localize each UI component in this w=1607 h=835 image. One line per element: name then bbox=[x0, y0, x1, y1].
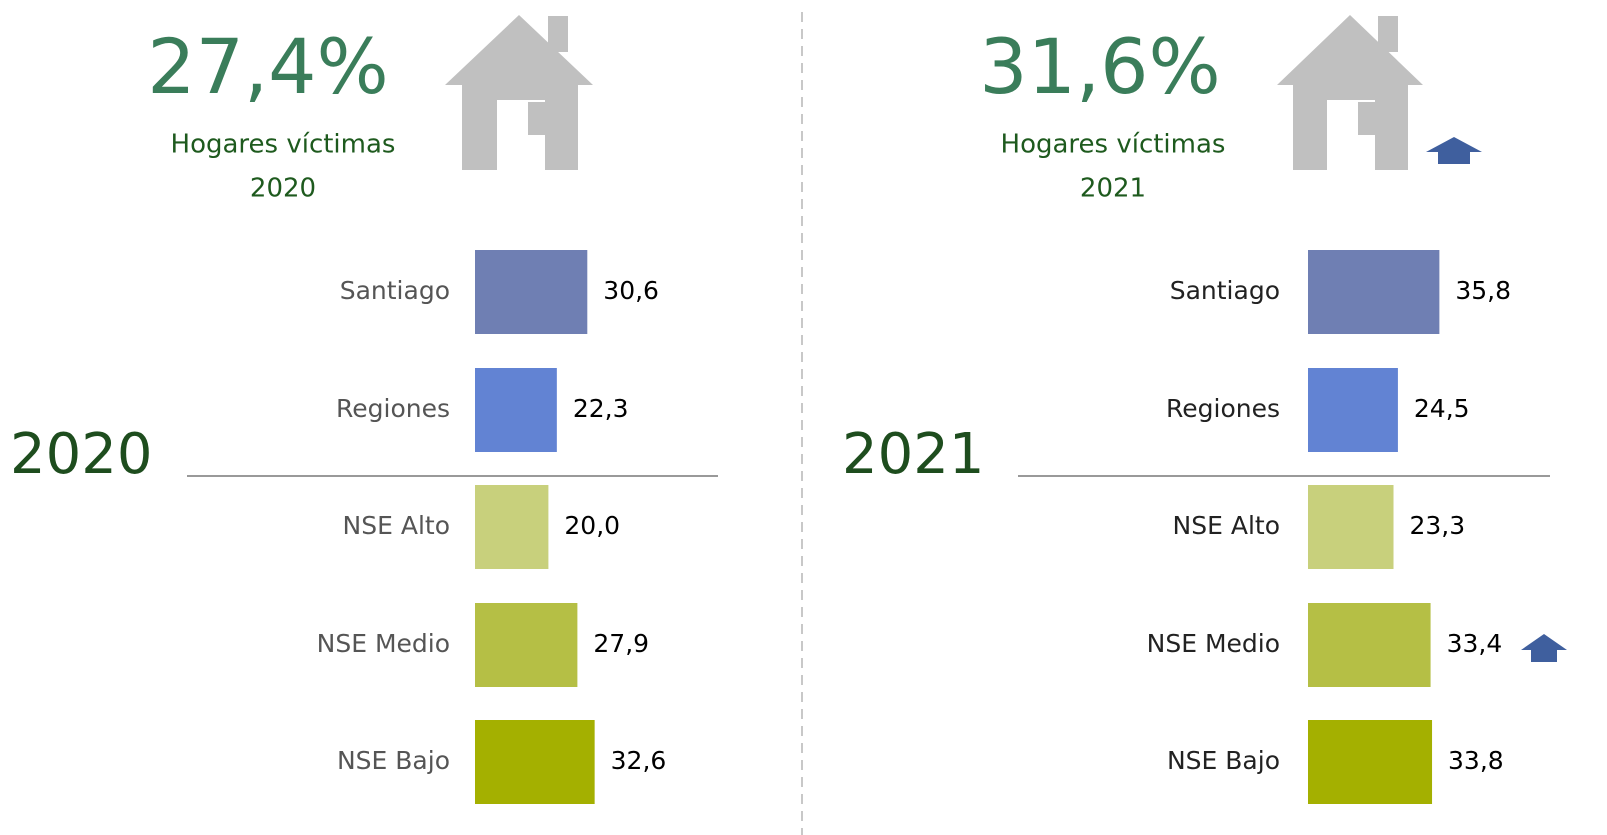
bar bbox=[1308, 250, 1440, 334]
subtitle-year: 2021 bbox=[1080, 174, 1146, 204]
value-label: 33,8 bbox=[1448, 746, 1504, 775]
bar bbox=[475, 720, 595, 804]
year-label: 2021 bbox=[842, 422, 985, 487]
category-label: NSE Bajo bbox=[1167, 746, 1280, 775]
category-label: NSE Medio bbox=[317, 629, 450, 658]
up-arrow bbox=[1426, 137, 1482, 164]
bar bbox=[1308, 720, 1433, 804]
value-label: 27,9 bbox=[593, 629, 649, 658]
house-icon bbox=[1277, 15, 1423, 170]
value-label: 24,5 bbox=[1414, 394, 1470, 423]
category-label: NSE Bajo bbox=[337, 746, 450, 775]
value-label: 22,3 bbox=[573, 394, 629, 423]
subtitle: Hogares víctimas bbox=[171, 130, 396, 160]
value-label: 20,0 bbox=[564, 511, 620, 540]
bar bbox=[475, 250, 588, 334]
category-label: NSE Medio bbox=[1147, 629, 1280, 658]
category-label: Regiones bbox=[336, 394, 450, 423]
house-icon bbox=[445, 15, 593, 170]
bar bbox=[475, 603, 578, 687]
category-label: Regiones bbox=[1166, 394, 1280, 423]
bar bbox=[475, 485, 549, 569]
value-label: 32,6 bbox=[611, 746, 667, 775]
bar bbox=[1308, 603, 1431, 687]
value-label: 33,4 bbox=[1447, 629, 1503, 658]
category-label: NSE Alto bbox=[343, 511, 450, 540]
value-label: 30,6 bbox=[603, 276, 659, 305]
category-label: Santiago bbox=[1170, 276, 1280, 305]
subtitle-year: 2020 bbox=[250, 174, 316, 204]
category-label: Santiago bbox=[340, 276, 450, 305]
subtitle: Hogares víctimas bbox=[1001, 130, 1226, 160]
year-label: 2020 bbox=[10, 422, 153, 487]
headline: 31,6% bbox=[979, 22, 1220, 111]
value-label: 23,3 bbox=[1410, 511, 1466, 540]
up-arrow bbox=[1521, 634, 1567, 662]
value-label: 35,8 bbox=[1455, 276, 1511, 305]
bar bbox=[475, 368, 557, 452]
bar bbox=[1308, 485, 1394, 569]
headline: 27,4% bbox=[147, 22, 388, 111]
bar bbox=[1308, 368, 1398, 452]
category-label: NSE Alto bbox=[1173, 511, 1280, 540]
